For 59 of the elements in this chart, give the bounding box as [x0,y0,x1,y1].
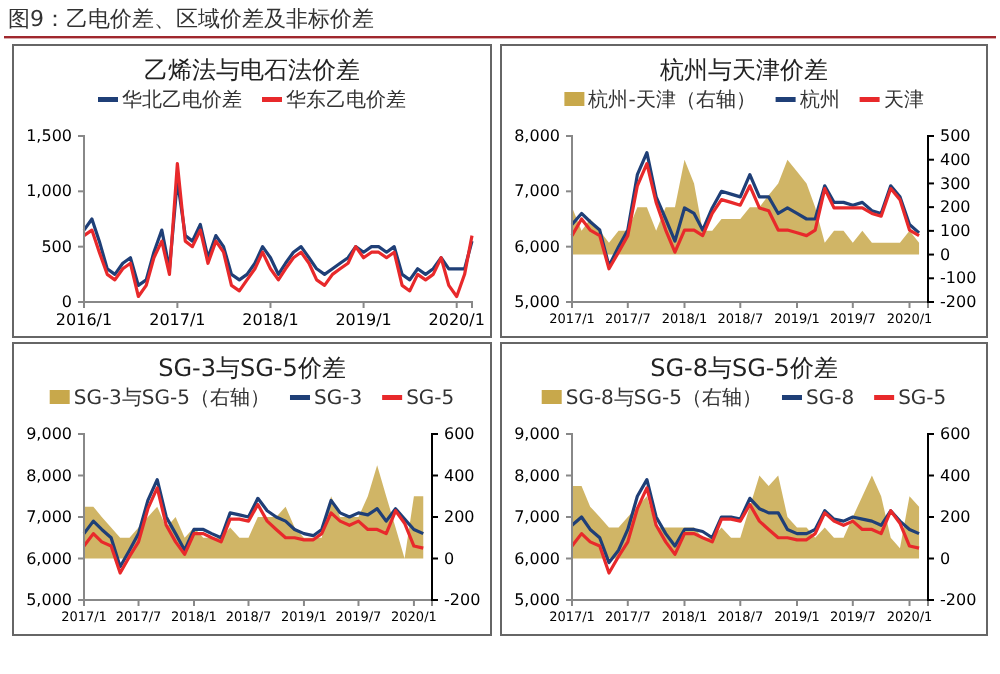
y2-tick-label: -200 [444,591,481,610]
x-tick-label: 2019/1 [335,311,392,330]
chart-title: SG-3与SG-5价差 [158,354,346,382]
y-tick-label: 7,000 [26,508,72,527]
y-tick-label: 0 [61,293,72,312]
y-tick-label: 5,000 [514,293,560,312]
y-tick-label: 1,000 [26,182,72,201]
chart-title: SG-8与SG-5价差 [650,354,838,382]
y-tick-label: 8,000 [514,127,560,146]
y2-tick-label: 100 [940,221,971,240]
chart-title: 乙烯法与电石法价差 [144,56,360,84]
y2-tick-label: 0 [444,549,455,568]
legend-label: SG-5 [898,388,947,410]
legend-label: SG-8 [805,388,855,410]
legend-label: SG-8与SG-5（右轴） [565,386,762,410]
x-tick-label: 2018/1 [242,311,299,330]
y-tick-label: 9,000 [514,425,560,444]
y-tick-label: 5,000 [26,591,72,610]
legend-label: 华东乙电价差 [286,88,406,112]
y2-tick-label: -200 [940,293,977,312]
legend-label: 杭州 [797,88,840,112]
y2-tick-label: 400 [940,150,971,169]
y-tick-label: 6,000 [514,237,560,256]
y2-tick-label: 200 [940,508,971,527]
legend-label: SG-5 [406,388,455,410]
y-tick-label: 7,000 [514,508,560,527]
y2-tick-label: -200 [940,591,977,610]
x-tick-label: 2016/1 [55,311,113,330]
y2-tick-label: 300 [940,174,971,193]
y-tick-label: 6,000 [514,549,560,568]
legend-label: 天津 [883,88,924,112]
y2-tick-label: -100 [940,269,977,288]
y-tick-label: 9,000 [26,425,72,444]
y-tick-label: 8,000 [26,466,72,485]
y2-tick-label: 0 [940,549,951,568]
line-series [82,178,474,287]
y-tick-label: 1,500 [26,127,72,146]
x-tick-label: 2020/1 [428,311,485,330]
legend-label: SG-3 [313,388,363,410]
y2-tick-label: 600 [940,425,971,444]
y2-tick-label: 400 [444,466,475,485]
legend-label: SG-3与SG-5（右轴） [73,386,270,410]
y-tick-label: 5,000 [514,591,560,610]
y2-tick-label: 400 [940,466,971,485]
y2-tick-label: 600 [444,425,475,444]
y2-tick-label: 200 [444,508,475,527]
legend-label: 华北乙电价差 [122,88,242,112]
y2-tick-label: 200 [940,198,971,217]
x-tick-label: 2017/1 [149,311,206,330]
text: 图9：乙电价差、区域价差及非标价差 [8,6,374,32]
chart-title: 杭州与天津价差 [658,56,828,84]
y-tick-label: 500 [41,237,72,256]
y2-tick-label: 500 [940,127,971,146]
y-tick-label: 6,000 [26,549,72,568]
y-tick-label: 7,000 [514,182,560,201]
line-series [82,162,474,299]
y-tick-label: 8,000 [514,466,560,485]
y2-tick-label: 0 [940,245,951,264]
legend-label: 杭州-天津（右轴） [586,88,756,112]
